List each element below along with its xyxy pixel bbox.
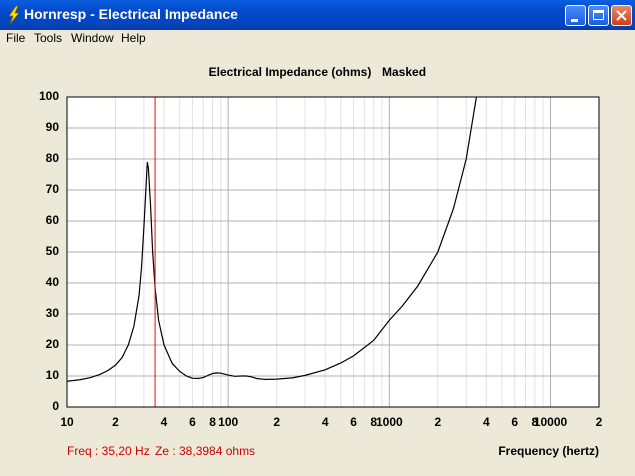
y-tick-label: 20 xyxy=(46,337,60,351)
x-tick-label: 2 xyxy=(596,415,603,429)
menu-item[interactable]: File xyxy=(6,31,26,45)
x-tick-label: 100 xyxy=(218,415,238,429)
x-tick-label: 10000 xyxy=(534,415,568,429)
x-tick-label: 1000 xyxy=(376,415,403,429)
x-tick-label: 2 xyxy=(434,415,441,429)
x-tick-label: 10 xyxy=(60,415,74,429)
x-axis-label: Frequency (hertz) xyxy=(498,444,599,458)
window-title: Hornresp - Electrical Impedance xyxy=(24,6,238,22)
menu-item[interactable]: Window xyxy=(71,31,114,45)
x-tick-label: 4 xyxy=(483,415,490,429)
x-tick-label: 6 xyxy=(350,415,357,429)
maximize-button[interactable] xyxy=(588,5,609,26)
y-tick-label: 70 xyxy=(46,182,60,196)
x-tick-label: 8 xyxy=(532,415,539,429)
y-tick-label: 100 xyxy=(39,89,59,103)
x-tick-label: 8 xyxy=(370,415,377,429)
x-tick-label: 6 xyxy=(189,415,196,429)
title-bar: Hornresp - Electrical Impedance xyxy=(0,0,635,30)
close-icon xyxy=(616,10,627,21)
minimize-button[interactable] xyxy=(565,5,586,26)
menu-item[interactable]: Help xyxy=(121,31,146,45)
y-tick-label: 90 xyxy=(46,120,60,134)
menu-bar: File Tools Window Help xyxy=(3,30,632,46)
y-tick-label: 30 xyxy=(46,306,60,320)
status-text: Ze : 38,3984 ohms xyxy=(155,444,255,458)
chart-title: Electrical Impedance (ohms) xyxy=(209,65,372,79)
impedance-curve xyxy=(66,96,477,382)
y-tick-label: 50 xyxy=(46,244,60,258)
x-tick-label: 4 xyxy=(322,415,329,429)
y-tick-label: 60 xyxy=(46,213,60,227)
x-tick-label: 4 xyxy=(161,415,168,429)
status-text: Freq : 35,20 Hz xyxy=(67,444,150,458)
x-tick-label: 2 xyxy=(273,415,280,429)
y-tick-label: 10 xyxy=(46,368,60,382)
app-icon xyxy=(8,5,20,25)
x-tick-label: 8 xyxy=(209,415,216,429)
x-tick-label: 6 xyxy=(511,415,518,429)
menu-item[interactable]: Tools xyxy=(34,31,63,45)
plot-frame xyxy=(66,96,600,408)
close-button[interactable] xyxy=(611,5,632,26)
chart-subtitle: Masked xyxy=(382,65,426,79)
y-tick-label: 80 xyxy=(46,151,60,165)
x-tick-label: 2 xyxy=(112,415,119,429)
y-tick-label: 40 xyxy=(46,275,60,289)
y-tick-label: 0 xyxy=(52,399,59,413)
